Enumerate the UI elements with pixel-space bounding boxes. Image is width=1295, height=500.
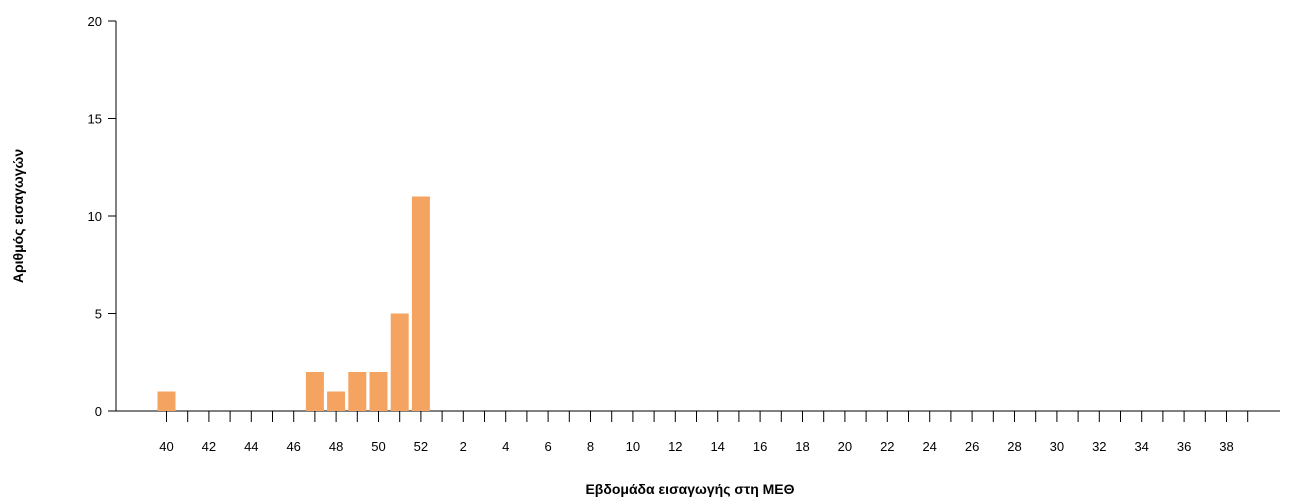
x-tick-label: 8 <box>587 439 594 454</box>
bar-week-51 <box>390 313 409 411</box>
x-tick-label: 32 <box>1092 439 1106 454</box>
bar-week-49 <box>348 372 367 411</box>
x-axis-title: Εβδομάδα εισαγωγής στη ΜΕΘ <box>585 481 794 497</box>
x-tick-label: 20 <box>838 439 852 454</box>
x-tick-label: 6 <box>544 439 551 454</box>
x-tick-label: 16 <box>753 439 767 454</box>
x-tick-label: 36 <box>1177 439 1191 454</box>
x-tick-label: 50 <box>371 439 385 454</box>
x-tick-label: 14 <box>710 439 724 454</box>
x-tick-label: 4 <box>502 439 509 454</box>
y-tick-label: 0 <box>95 404 102 419</box>
bar-week-52 <box>411 196 430 411</box>
x-tick-label: 12 <box>668 439 682 454</box>
y-axis: 0 5 10 15 20 <box>88 14 117 419</box>
x-tick-label: 38 <box>1219 439 1233 454</box>
bars <box>157 196 430 411</box>
x-tick-label: 48 <box>329 439 343 454</box>
x-tick-label: 44 <box>244 439 258 454</box>
x-tick-label: 34 <box>1134 439 1148 454</box>
x-tick-label: 22 <box>880 439 894 454</box>
x-tick-label: 2 <box>460 439 467 454</box>
y-tick-label: 10 <box>88 209 102 224</box>
x-tick-label: 52 <box>414 439 428 454</box>
x-tick-label: 24 <box>922 439 936 454</box>
x-axis: 40 42 44 46 48 50 52 2 4 6 8 10 12 14 16 18 20 22 24 26 28 30… <box>116 410 1280 454</box>
x-tick-label: 30 <box>1050 439 1064 454</box>
x-tick-label: 18 <box>795 439 809 454</box>
bar-week-47 <box>305 372 324 411</box>
y-tick-label: 20 <box>88 14 102 29</box>
y-tick-label: 15 <box>88 112 102 127</box>
x-tick-label: 28 <box>1007 439 1021 454</box>
y-tick-label: 5 <box>95 307 102 322</box>
y-axis-title: Αριθμός εισαγωγών <box>10 149 26 283</box>
x-tick-label: 10 <box>626 439 640 454</box>
x-tick-label: 46 <box>286 439 300 454</box>
x-tick-label: 42 <box>202 439 216 454</box>
x-tick-label: 26 <box>965 439 979 454</box>
x-tick-label: 40 <box>159 439 173 454</box>
bar-week-40 <box>157 391 176 411</box>
bar-week-48 <box>327 391 346 411</box>
bar-week-50 <box>369 372 388 411</box>
